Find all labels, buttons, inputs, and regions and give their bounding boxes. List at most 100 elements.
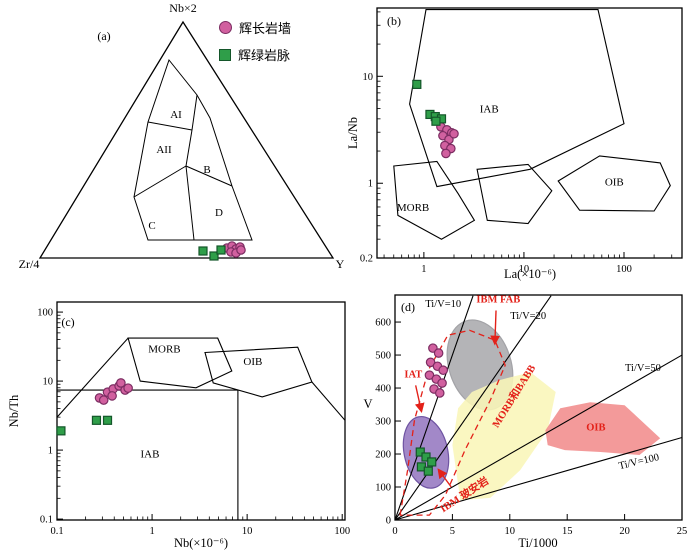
data-point-circle: [433, 348, 444, 358]
field-OIB: [204, 346, 313, 398]
y-tick-label: 1: [368, 179, 373, 190]
x-tick-label: 20: [619, 526, 630, 537]
panel-label: (c): [61, 315, 74, 329]
ratio-line-50: [394, 354, 683, 521]
region-MORB-BABB: [452, 372, 556, 501]
y-tick-label: 100: [37, 308, 53, 319]
field-label: IAB: [140, 449, 159, 461]
legend-label-gabbro-dyke: 辉长岩墙: [239, 21, 292, 36]
annotation-IAT: IAT: [404, 369, 422, 380]
ternary-triangle: [38, 20, 335, 259]
data-point-circle: [441, 148, 451, 159]
y-tick-label: 0.1: [40, 515, 53, 526]
region-IAT: [402, 415, 450, 489]
panel-c: MORB OIB IAB 0.1 1 10 100 0.1 1 10 100 Nb(×10⁻⁶) Nb/…: [7, 301, 350, 550]
x-tick-label: 10: [519, 264, 530, 275]
y-tick-label: 0: [386, 516, 391, 527]
y-tick-label: 1: [48, 446, 53, 457]
data-point-square: [427, 457, 437, 467]
legend-item-gabbro-dyke: 辉长岩墙: [219, 16, 291, 39]
y-tick-label: 600: [375, 318, 391, 329]
data-point-circle: [236, 245, 246, 255]
ratio-line-20: [394, 295, 552, 521]
field-label: C: [148, 220, 155, 232]
x-axis-title: Ti/1000: [518, 536, 557, 550]
plot-frame: [394, 294, 683, 521]
data-point-square: [209, 251, 219, 261]
region-OIB: [545, 402, 661, 455]
field-line: [56, 337, 129, 418]
field-line: [311, 381, 346, 421]
field-label: AII: [156, 144, 172, 156]
annotation-arrow-icon: [414, 385, 425, 414]
x-tick-label: 1: [149, 526, 154, 537]
data-point-square: [421, 452, 431, 462]
field-divider: [191, 94, 198, 131]
annotation-arrow-icon: [437, 468, 452, 488]
y-tick-label: 100: [375, 483, 391, 494]
diabase-vein-marker-icon: [219, 48, 231, 61]
data-point-circle: [123, 383, 133, 393]
plot-frame: [376, 7, 683, 259]
x-tick-label: 0.1: [50, 526, 63, 537]
data-point-square: [56, 426, 66, 436]
panel-label: (a): [97, 29, 110, 43]
field-divider: [185, 165, 233, 187]
ratio-line-100: [394, 436, 683, 521]
data-point-circle: [449, 128, 459, 139]
apex-label-top: Nb×2: [169, 1, 196, 15]
x-tick-label: 0: [392, 526, 397, 537]
data-point-circle: [437, 378, 447, 388]
field-label: MORB: [148, 343, 180, 355]
field-IAB: [409, 9, 625, 188]
panel-label: (d): [401, 300, 415, 314]
data-point-square: [423, 466, 433, 476]
field-label: B: [203, 164, 210, 176]
annotation-Ti/V=50: Ti/V=50: [625, 363, 661, 374]
data-point-square: [216, 245, 226, 255]
y-tick-label: 10: [43, 377, 54, 388]
y-tick-label: 300: [375, 417, 391, 428]
y-axis-title: Nb/Th: [7, 394, 21, 427]
y-tick-label: 500: [375, 351, 391, 362]
annotation-arrow-icon: [490, 310, 501, 346]
annotation-Ti/V=10: Ti/V=10: [425, 299, 461, 310]
y-tick-label: 400: [375, 384, 391, 395]
field-MORB: [393, 160, 476, 240]
field-divider: [133, 165, 187, 198]
y-tick-label: 0.2: [360, 254, 373, 265]
field-outline: [133, 58, 253, 241]
panel-label: (b): [387, 14, 401, 28]
x-tick-label: 15: [562, 526, 573, 537]
apex-label-right: Y: [336, 257, 345, 271]
x-tick-label: 25: [677, 526, 688, 537]
annotation-Ti/V=20: Ti/V=20: [510, 311, 546, 322]
data-point-square: [431, 116, 441, 126]
data-point-circle: [107, 391, 117, 401]
gabbro-dyke-marker-icon: [219, 21, 232, 34]
panel-a: Nb×2 Zr/4 Y AI AII B C D (a): [19, 1, 345, 271]
y-tick-label: 10: [363, 72, 374, 83]
x-tick-label: 100: [334, 526, 350, 537]
field-region: [476, 163, 553, 225]
data-point-square: [412, 79, 422, 89]
data-point-square: [102, 415, 113, 425]
field-label: OIB: [605, 177, 624, 189]
x-axis-title: La(×10⁻⁶): [504, 267, 556, 281]
x-tick-label: 10: [505, 526, 516, 537]
plot-frame: [56, 301, 346, 521]
annotation-IBM FAB: IBM FAB: [476, 294, 520, 305]
x-axis-title: Nb(×10⁻⁶): [174, 536, 228, 550]
data-point-circle: [434, 388, 445, 398]
field-divider: [147, 121, 193, 131]
data-point-circle: [116, 378, 126, 388]
apex-label-left: Zr/4: [19, 257, 40, 271]
field-label: OIB: [243, 356, 262, 368]
data-point-circle: [98, 395, 109, 405]
field-label: AI: [170, 109, 182, 121]
data-point-circle: [438, 365, 449, 376]
y-axis-title: La/Nb: [346, 117, 360, 149]
